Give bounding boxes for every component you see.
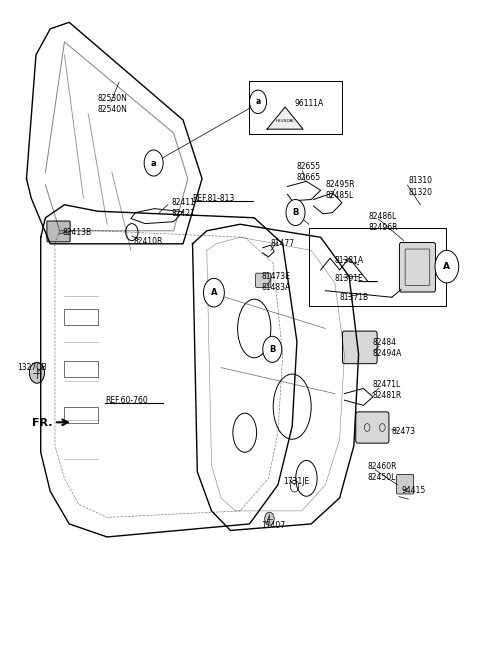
FancyBboxPatch shape (47, 221, 70, 242)
Polygon shape (267, 107, 303, 129)
Text: 81391E: 81391E (335, 274, 364, 283)
Text: 82495R
82485L: 82495R 82485L (325, 180, 355, 200)
Text: B: B (292, 208, 299, 217)
Text: a: a (151, 158, 156, 168)
Text: a: a (255, 97, 261, 106)
Circle shape (250, 90, 266, 114)
Text: 82413B: 82413B (62, 227, 91, 237)
Text: 81310
81320: 81310 81320 (408, 177, 432, 196)
Text: 81473E
81483A: 81473E 81483A (261, 271, 290, 292)
Text: 82530N
82540N: 82530N 82540N (97, 94, 128, 114)
Circle shape (263, 336, 282, 363)
Circle shape (144, 150, 163, 176)
Text: 82460R
82450L: 82460R 82450L (367, 462, 396, 482)
Text: 81381A: 81381A (335, 256, 364, 265)
Circle shape (264, 512, 274, 525)
Text: 1327CB: 1327CB (17, 363, 47, 372)
Text: 82410B: 82410B (133, 237, 162, 246)
Text: 81371B: 81371B (340, 294, 369, 302)
Text: A: A (444, 262, 450, 271)
Circle shape (204, 279, 224, 307)
FancyBboxPatch shape (396, 474, 414, 494)
FancyBboxPatch shape (342, 331, 377, 364)
Text: 82411
82421: 82411 82421 (171, 198, 195, 218)
Text: 82484
82494A: 82484 82494A (373, 338, 402, 358)
Text: B: B (269, 345, 276, 354)
Text: HYUNDAI: HYUNDAI (276, 119, 294, 123)
Text: 94415: 94415 (401, 486, 426, 495)
FancyBboxPatch shape (356, 412, 389, 443)
Text: REF.60-760: REF.60-760 (105, 396, 147, 405)
Text: 82655
82665: 82655 82665 (297, 162, 321, 182)
FancyBboxPatch shape (256, 273, 271, 288)
Text: 82473: 82473 (392, 427, 416, 436)
Circle shape (435, 250, 459, 283)
Text: FR.: FR. (32, 418, 53, 428)
Text: 11407: 11407 (261, 521, 286, 530)
Circle shape (286, 200, 305, 225)
Text: 82486L
82496R: 82486L 82496R (368, 212, 397, 233)
Text: A: A (211, 288, 217, 297)
Circle shape (29, 363, 45, 383)
Text: 82471L
82481R: 82471L 82481R (373, 380, 402, 400)
Text: 1731JE: 1731JE (284, 477, 310, 486)
Text: REF.81-813: REF.81-813 (192, 194, 235, 203)
FancyBboxPatch shape (399, 242, 435, 292)
Text: 81477: 81477 (271, 239, 295, 248)
Text: 96111A: 96111A (295, 99, 324, 108)
